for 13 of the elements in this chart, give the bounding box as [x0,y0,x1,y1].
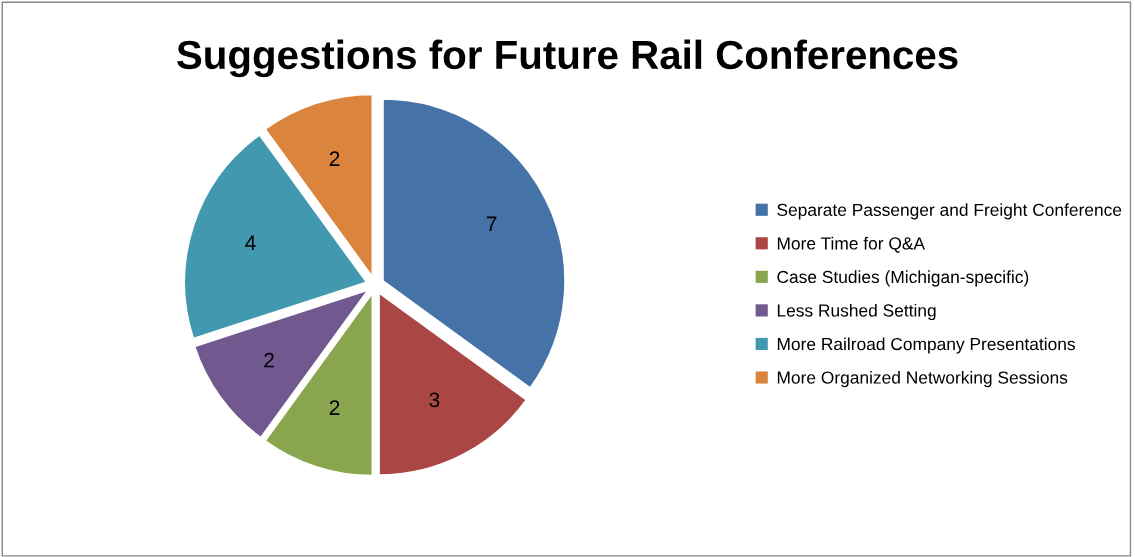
data-label: 3 [429,392,440,408]
data-label: 2 [329,151,340,166]
data-label: 2 [329,400,340,415]
legend-label: Case Studies (Michigan-specific) [777,270,1029,287]
data-label: 2 [264,352,274,368]
legend-label: More Time for Q&A [777,236,925,253]
legend-label: More Railroad Company Presentations [777,337,1075,354]
legend-label: Less Rushed Setting [777,303,936,321]
legend-label: Separate Passenger and Freight Conference [777,203,1122,220]
data-label: 7 [486,216,497,231]
legend-label: More Organized Networking Sessions [777,370,1068,388]
chart-title: Suggestions for Future Rail Conferences [177,39,958,78]
data-label: 4 [245,235,256,250]
